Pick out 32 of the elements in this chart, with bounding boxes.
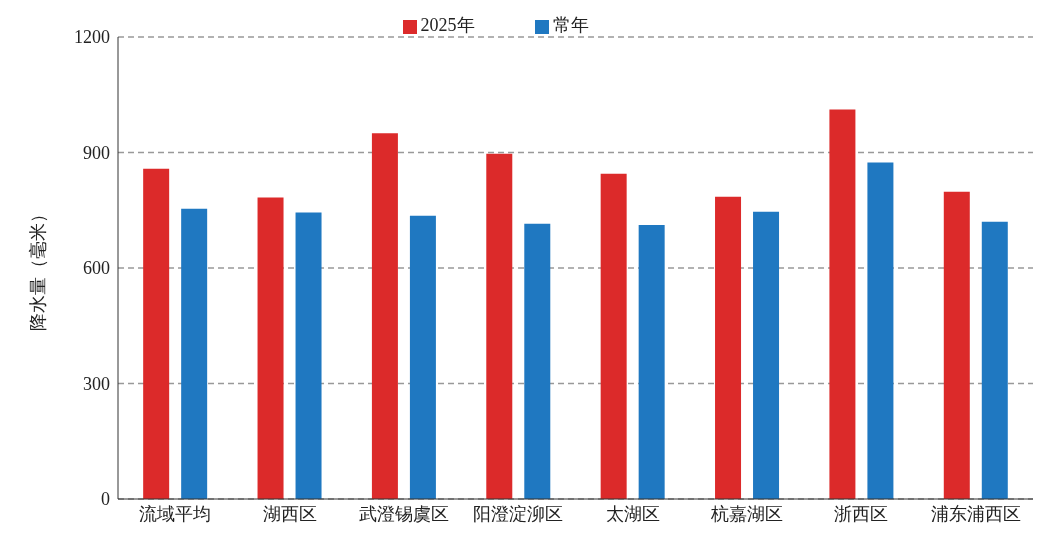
bar: [829, 109, 856, 499]
bar: [257, 197, 284, 499]
bar: [524, 223, 551, 499]
x-tick-label: 浙西区: [834, 503, 889, 524]
bar: [943, 191, 970, 499]
bar: [981, 221, 1008, 499]
x-tick-label: 湖西区: [262, 503, 317, 524]
x-tick-label: 流域平均: [139, 503, 212, 524]
x-tick-label: 太湖区: [605, 503, 660, 524]
bar: [486, 153, 513, 499]
x-tick-label: 杭嘉湖区: [710, 503, 784, 524]
legend-label: 2025年: [420, 15, 475, 35]
bar: [409, 215, 436, 499]
bar: [715, 196, 742, 499]
y-axis-title: 降水量（毫米）: [28, 205, 49, 331]
bar: [371, 133, 398, 499]
y-tick-label: 300: [83, 373, 110, 394]
x-tick-label: 浦东浦西区: [930, 503, 1021, 524]
bar: [753, 211, 780, 499]
bar: [295, 212, 322, 499]
bar: [181, 208, 208, 499]
y-tick-label: 600: [83, 258, 110, 279]
bar: [867, 162, 894, 499]
y-tick-label: 1200: [74, 27, 110, 48]
bar: [638, 224, 665, 499]
x-tick-label: 武澄锡虞区: [358, 503, 449, 524]
x-tick-label: 阳澄淀泖区: [473, 503, 564, 524]
bar: [143, 168, 170, 499]
y-tick-label: 900: [83, 142, 110, 163]
legend-label: 常年: [552, 15, 589, 35]
y-tick-label: 0: [101, 489, 110, 510]
bar: [600, 173, 627, 499]
